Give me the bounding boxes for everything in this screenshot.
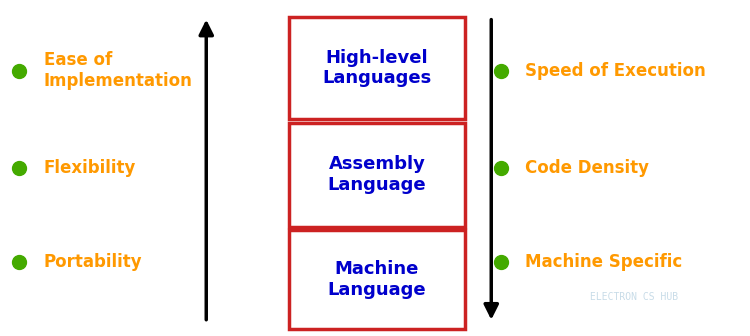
Point xyxy=(495,165,507,171)
Text: Machine Specific: Machine Specific xyxy=(525,253,682,271)
Point xyxy=(13,259,25,265)
Text: Speed of Execution: Speed of Execution xyxy=(525,61,706,80)
Text: Ease of
Implementation: Ease of Implementation xyxy=(44,51,192,90)
Bar xyxy=(289,17,465,119)
Text: Flexibility: Flexibility xyxy=(44,159,136,177)
Text: Assembly
Language: Assembly Language xyxy=(328,155,426,194)
Text: High-level
Languages: High-level Languages xyxy=(322,49,431,87)
Text: Machine
Language: Machine Language xyxy=(328,260,426,299)
Text: Portability: Portability xyxy=(44,253,142,271)
Text: ELECTRON CS HUB: ELECTRON CS HUB xyxy=(590,292,678,302)
Bar xyxy=(289,123,465,227)
Bar xyxy=(289,230,465,329)
Point xyxy=(495,259,507,265)
Point xyxy=(495,68,507,73)
Point xyxy=(13,165,25,171)
Point xyxy=(13,68,25,73)
Text: Code Density: Code Density xyxy=(525,159,649,177)
